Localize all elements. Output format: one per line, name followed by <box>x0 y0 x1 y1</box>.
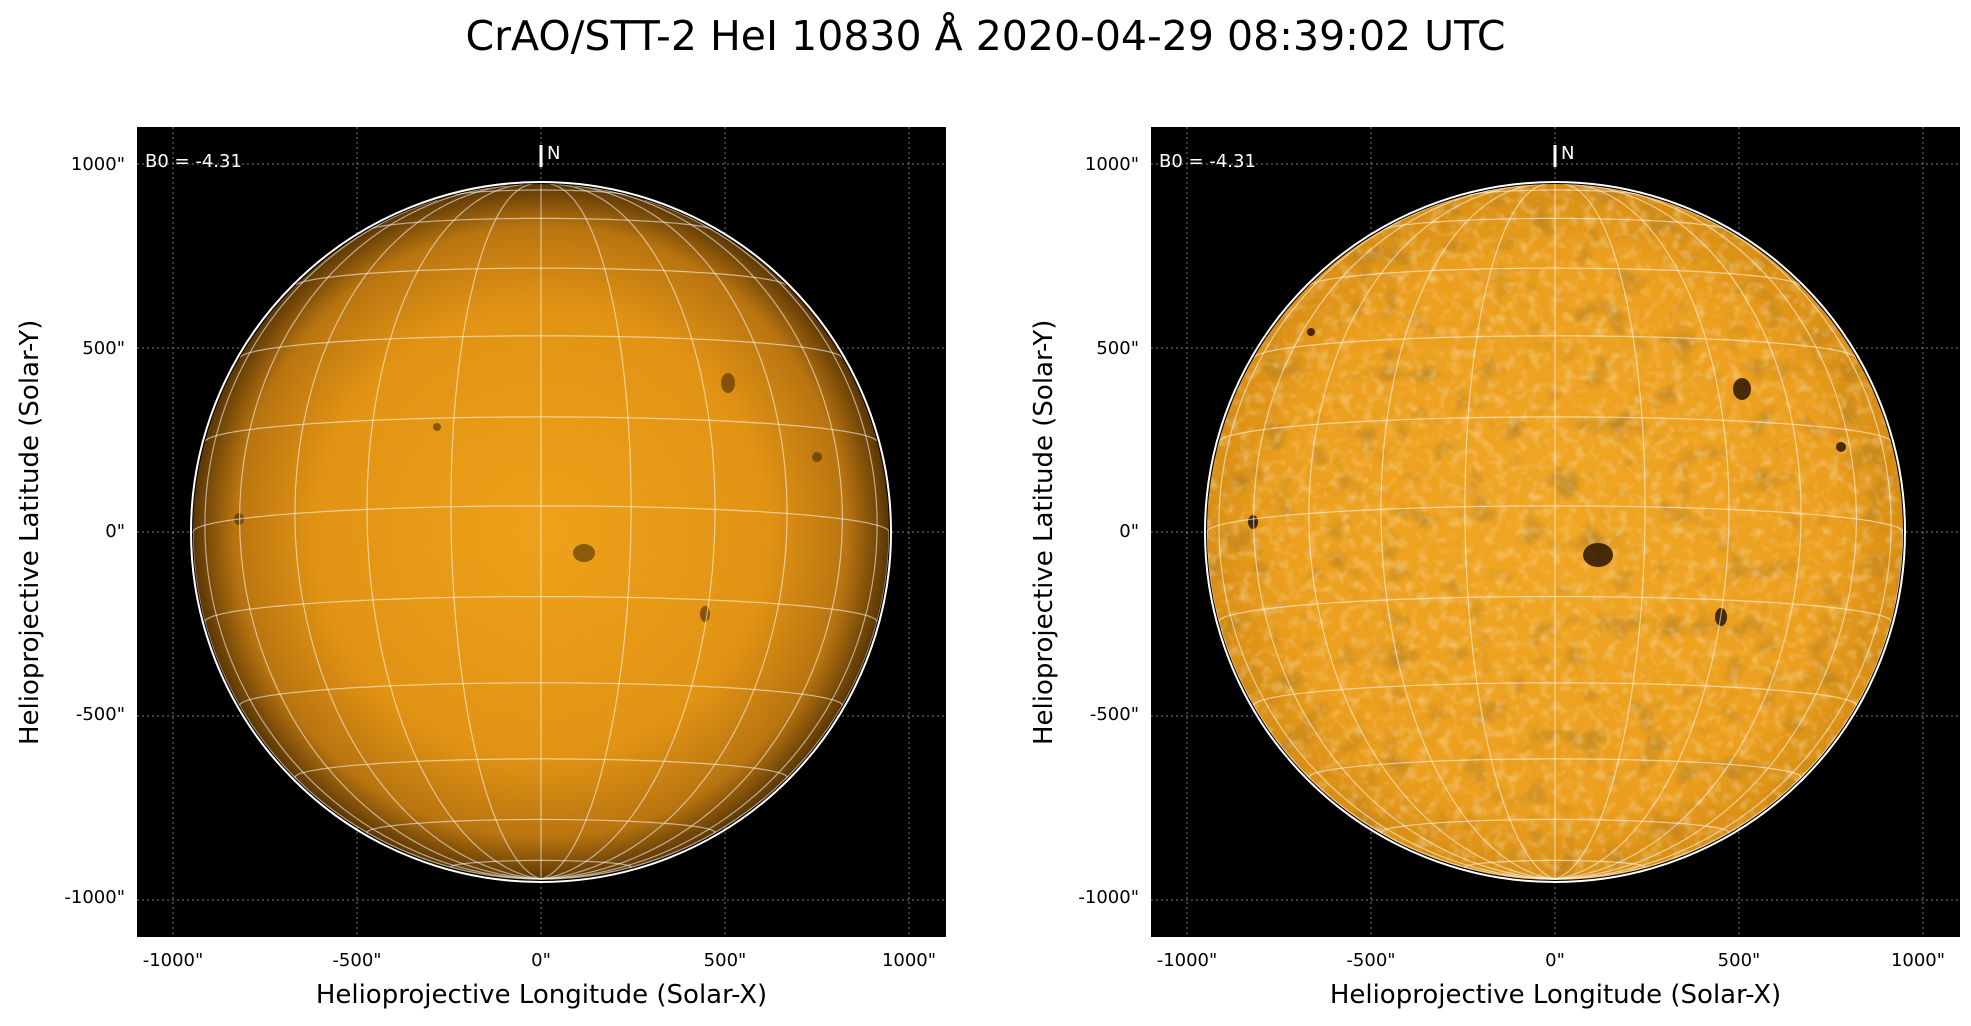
left-heliographic-grid-line <box>450 184 542 880</box>
left-ytick-500: 500" <box>82 338 125 359</box>
right-heliographic-grid-line <box>1380 184 1556 880</box>
right-heliographic-grid-line <box>1468 189 1642 196</box>
right-solar-disk-svg <box>1151 127 1960 937</box>
left-heliographic-grid-line <box>366 184 542 880</box>
right-heliographic-grid-line <box>1252 187 1556 880</box>
left-heliographic-grid-line <box>540 184 716 880</box>
left-y-axis-label: Helioprojective Latitude (Solar-Y) <box>15 319 45 745</box>
right-xtick-1000: 1000" <box>1890 950 1946 971</box>
right-north-label: N <box>1561 143 1575 164</box>
left-xtick-0: 0" <box>531 950 551 971</box>
figure-title: CrAO/STT-2 HeI 10830 Å 2020-04-29 08:39:… <box>465 12 1506 60</box>
right-heliographic-grid-line <box>1308 758 1802 779</box>
right-heliographic-grid-line <box>1554 184 1730 880</box>
left-heliographic-grid-line <box>540 185 788 880</box>
left-x-axis-label: Helioprojective Longitude (Solar-X) <box>315 980 768 1010</box>
left-heliographic-grid-line <box>454 189 628 196</box>
right-xtick-500: 500" <box>1717 950 1761 971</box>
left-heliographic-grid-line <box>193 505 889 532</box>
left-north-label: N <box>547 143 561 164</box>
left-heliographic-grid-line <box>295 267 787 286</box>
left-b0-label: B0 = -4.31 <box>145 151 242 172</box>
left-heliographic-grid-line <box>239 682 843 706</box>
left-ytick-neg500: -500" <box>75 704 125 725</box>
right-b0-label: B0 = -4.31 <box>1159 151 1256 172</box>
left-heliographic-grid-line <box>540 187 844 880</box>
right-heliographic-grid-line <box>1253 682 1857 706</box>
right-heliographic-grid-line <box>1218 596 1892 623</box>
right-heliographic-grid-line <box>1554 185 1802 880</box>
left-heliographic-grid-line <box>368 217 714 230</box>
right-xtick-neg500: -500" <box>1346 950 1396 971</box>
left-heliographic-grid-line <box>239 335 843 358</box>
left-xtick-1000: 1000" <box>881 950 937 971</box>
right-heliographic-grid-line <box>1309 267 1801 286</box>
right-heliographic-grid-line <box>1253 335 1857 358</box>
left-solar-image: B0 = -4.31 N <box>137 127 946 937</box>
right-ytick-1000: 1000" <box>1084 154 1139 175</box>
left-heliographic-grid-line <box>204 416 878 442</box>
right-x-axis-label: Helioprojective Longitude (Solar-X) <box>1329 980 1782 1010</box>
right-heliographic-grid-line <box>1218 416 1892 442</box>
right-ytick-0: 0" <box>1119 521 1139 542</box>
right-y-axis-label: Helioprojective Latitude (Solar-Y) <box>1029 319 1059 745</box>
right-ytick-neg1000: -1000" <box>1078 887 1139 908</box>
left-heliographic-grid-line <box>450 859 632 869</box>
left-heliographic-grid-line <box>294 758 788 779</box>
right-heliographic-grid-line <box>1554 184 1646 880</box>
left-ytick-neg1000: -1000" <box>64 887 125 908</box>
left-xtick-neg500: -500" <box>332 950 382 971</box>
left-ytick-1000: 1000" <box>70 154 125 175</box>
right-heliographic-grid-line <box>1554 187 1858 880</box>
left-solar-disk-svg <box>137 127 946 937</box>
left-ytick-0: 0" <box>105 521 125 542</box>
right-heliographic-grid-line <box>1308 185 1556 880</box>
right-ytick-neg500: -500" <box>1089 704 1139 725</box>
right-heliographic-grid-line <box>1464 184 1556 880</box>
left-heliographic-grid-line <box>294 185 542 880</box>
left-xtick-500: 500" <box>703 950 747 971</box>
left-heliographic-grid-line <box>540 184 632 880</box>
left-xtick-neg1000: -1000" <box>142 950 204 971</box>
right-heliographic-grid-line <box>1382 217 1728 230</box>
right-xtick-neg1000: -1000" <box>1156 950 1218 971</box>
left-heliographic-grid-line <box>366 818 716 835</box>
right-heliographic-grid-line <box>1380 818 1730 835</box>
right-ytick-500: 500" <box>1096 338 1139 359</box>
right-heliographic-grid-line <box>1464 859 1646 869</box>
right-heliographic-grid-line <box>1207 505 1903 532</box>
left-heliographic-grid-line <box>204 596 878 623</box>
left-heliographic-grid-line <box>238 187 542 880</box>
right-xtick-0: 0" <box>1545 950 1565 971</box>
right-solar-image: B0 = -4.31 N <box>1151 127 1960 937</box>
